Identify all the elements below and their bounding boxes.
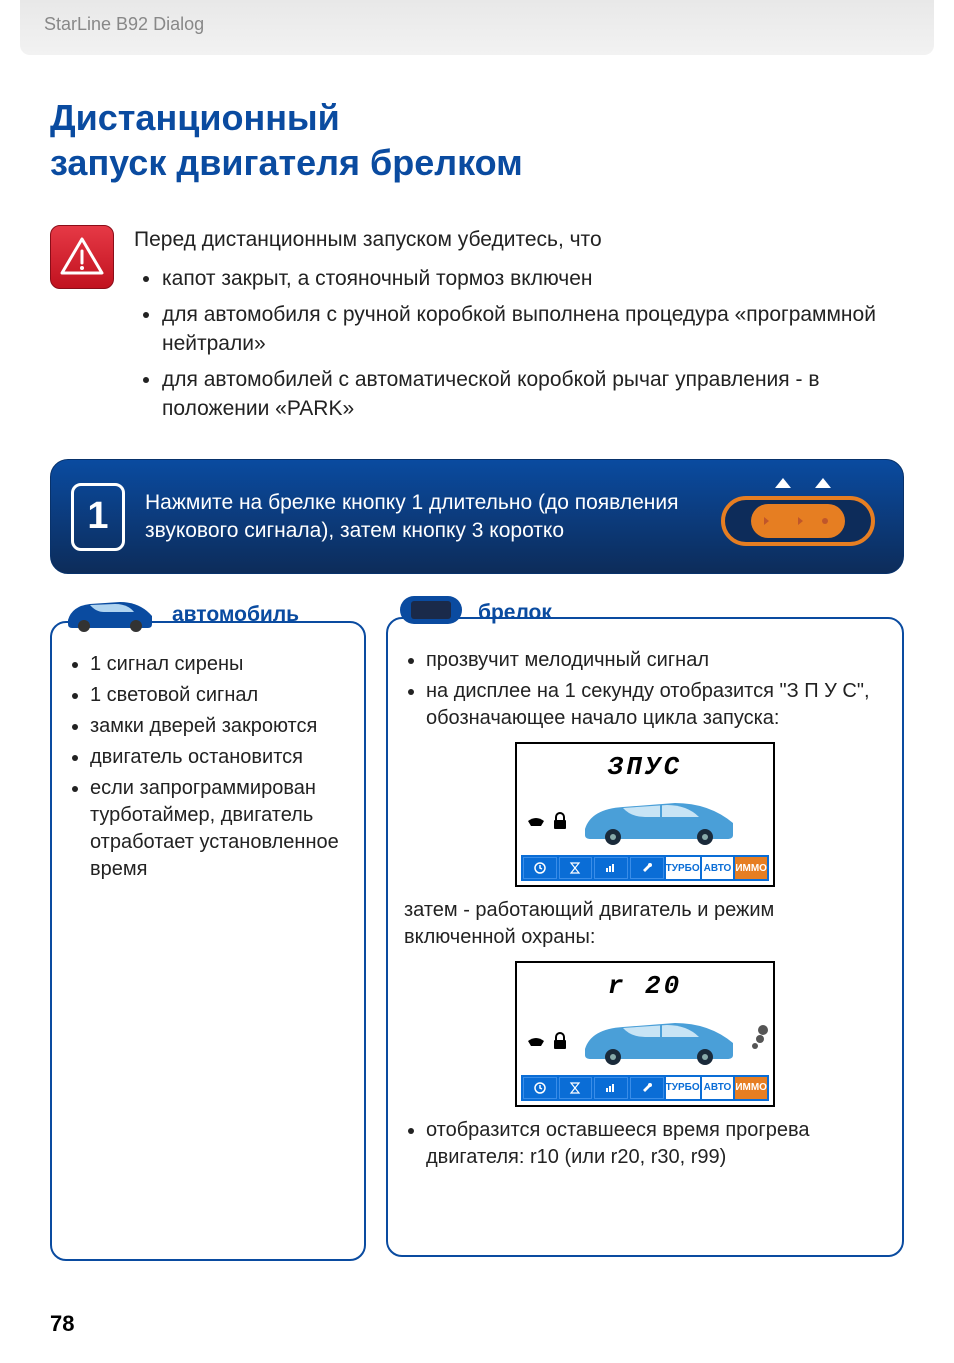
chip-hourglass-icon	[559, 857, 593, 879]
car-item: если запрограммирован турботаймер, двига…	[90, 775, 348, 883]
car-item: замки дверей закроются	[90, 713, 348, 740]
chip-temp-icon	[594, 857, 628, 879]
manual-page: StarLine B92 Dialog Дистанционный запуск…	[0, 0, 954, 1363]
columns: автомобиль 1 сигнал сирены 1 световой си…	[50, 590, 904, 1261]
display2-chips: ТУРБО АВТО ИММО	[521, 1075, 769, 1101]
page-header: StarLine B92 Dialog	[20, 0, 934, 55]
page-title: Дистанционный запуск двигателя брелком	[50, 95, 904, 185]
warning-block: Перед дистанционным запуском убедитесь, …	[50, 225, 904, 429]
car-column-box: 1 сигнал сирены 1 световой сигнал замки …	[50, 621, 366, 1261]
car-icon	[60, 590, 160, 639]
remote-display-2: r 20	[515, 961, 775, 1106]
chip-temp-icon	[594, 1077, 628, 1099]
chip-immo: ИММО	[735, 857, 767, 879]
step-box: 1 Нажмите на брелке кнопку 1 длительно (…	[50, 459, 904, 574]
remote-column-label: брелок	[478, 601, 552, 625]
remote-column: брелок прозвучит мелодичный сигнал на ди…	[386, 590, 904, 1261]
display2-segment: r 20	[525, 969, 765, 1004]
chip-clock-icon	[523, 1077, 557, 1099]
warning-item: для автомобиля с ручной коробкой выполне…	[162, 300, 904, 359]
warning-list: капот закрыт, а стояночный тормоз включе…	[162, 264, 904, 423]
page-number: 78	[50, 1311, 74, 1337]
chip-auto: АВТО	[702, 857, 734, 879]
chip-auto: АВТО	[702, 1077, 734, 1099]
remote-item: прозвучит мелодичный сигнал	[426, 647, 886, 674]
car-column-label: автомобиль	[172, 603, 299, 627]
chip-turbo: ТУРБО	[666, 1077, 700, 1099]
warning-item: для автомобилей с автоматической коробко…	[162, 365, 904, 424]
remote-illustration	[713, 474, 883, 559]
siren-lock-icons	[525, 810, 571, 832]
warning-item: капот закрыт, а стояночный тормоз включе…	[162, 264, 904, 293]
warning-icon	[50, 225, 114, 289]
chip-turbo: ТУРБО	[666, 857, 700, 879]
exhaust-smoke-icon	[749, 1022, 769, 1060]
chip-clock-icon	[523, 857, 557, 879]
remote-icon	[396, 590, 466, 635]
chip-wrench-icon	[630, 857, 664, 879]
car-item: двигатель остановится	[90, 744, 348, 771]
step-number: 1	[71, 483, 125, 551]
chip-immo: ИММО	[735, 1077, 767, 1099]
remote-item: отобразится оставшееся время прогрева дв…	[426, 1117, 886, 1171]
car-item: 1 световой сигнал	[90, 682, 348, 709]
product-name: StarLine B92 Dialog	[44, 14, 204, 34]
display-car-icon	[575, 787, 745, 855]
warning-intro: Перед дистанционным запуском убедитесь, …	[134, 225, 904, 254]
remote-column-box: прозвучит мелодичный сигнал на дисплее н…	[386, 617, 904, 1257]
remote-mid-text: затем - работающий двигатель и режим вкл…	[404, 897, 886, 951]
remote-item: на дисплее на 1 секунду отобразится "З П…	[426, 678, 886, 732]
display1-chips: ТУРБО АВТО ИММО	[521, 855, 769, 881]
car-column: автомобиль 1 сигнал сирены 1 световой си…	[50, 590, 366, 1261]
chip-hourglass-icon	[559, 1077, 593, 1099]
display1-segment: ЗПУС	[525, 750, 765, 785]
step-instruction: Нажмите на брелке кнопку 1 длительно (до…	[145, 489, 693, 546]
chip-wrench-icon	[630, 1077, 664, 1099]
car-item: 1 сигнал сирены	[90, 651, 348, 678]
warning-text: Перед дистанционным запуском убедитесь, …	[134, 225, 904, 429]
display-car-icon	[575, 1007, 745, 1075]
remote-display-1: ЗПУС	[515, 742, 775, 887]
siren-lock-icons	[525, 1030, 571, 1052]
